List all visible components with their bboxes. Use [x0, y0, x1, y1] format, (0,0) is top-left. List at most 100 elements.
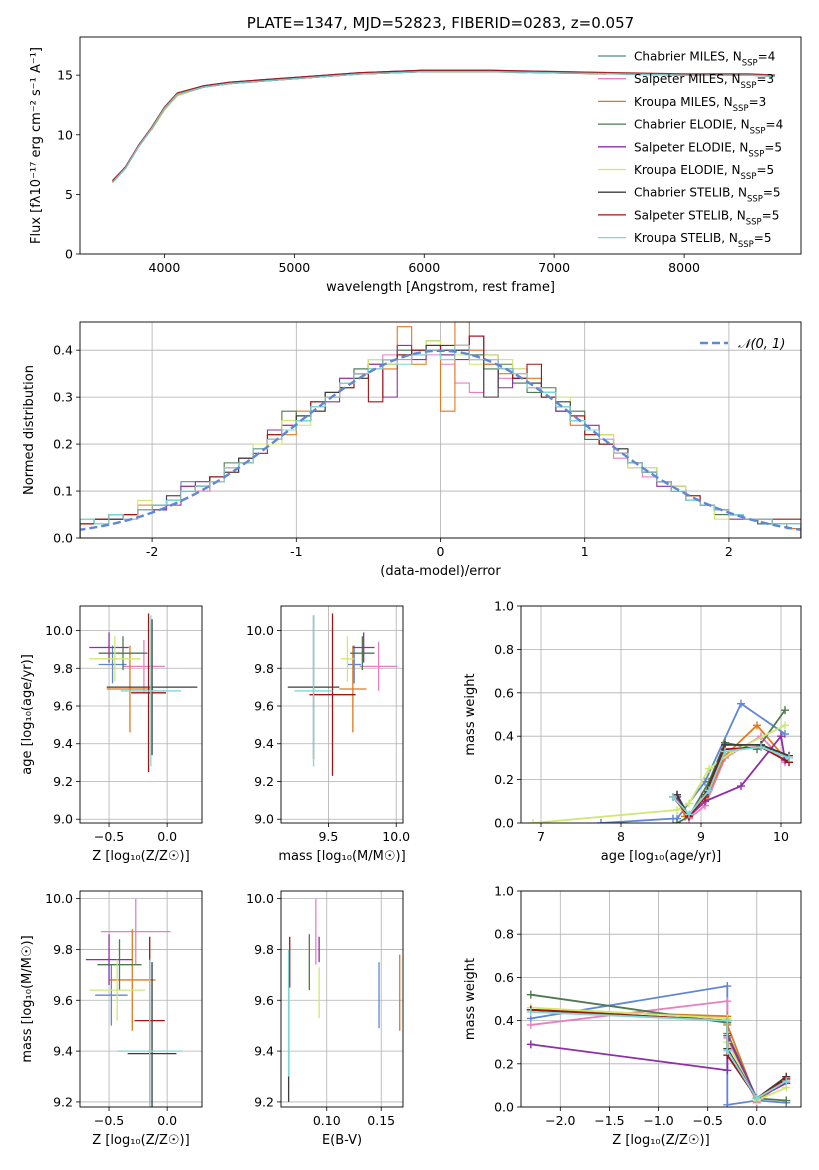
y-tick-label: 9.8: [53, 942, 73, 957]
weight-marker: [723, 1016, 732, 1025]
legend-label: Kroupa ELODIE, NSSP=5: [634, 163, 774, 182]
error-point: [339, 645, 367, 733]
y-tick-label: 9.2: [254, 774, 274, 789]
x-tick-label: 10: [773, 829, 789, 844]
panel-mass-vs-metallicity: −0.5 0.0 9.2 9.4 9.6 9.8 10.0 Z [log₁₀(Z/Z☉)] ma…: [20, 890, 203, 1148]
plot-area: [89, 613, 198, 773]
weight-marker: [526, 990, 535, 999]
x-tick-label: 5000: [278, 260, 310, 275]
x-tick-label: −2.0: [545, 1113, 575, 1128]
weight-marker: [685, 799, 693, 808]
x-tick-label: 0: [437, 544, 445, 559]
axes-frame: [79, 36, 802, 255]
y-tick-label: 0.6: [494, 970, 514, 985]
x-tick-label: −1.5: [594, 1113, 624, 1128]
error-point: [309, 613, 356, 776]
legend-subscript: SSP: [748, 149, 764, 159]
panel-residuals: -2 -1 0 1 2 0.0 0.1 0.2 0.3 0.4 (data-model)/error…: [22, 321, 802, 579]
grid: [521, 605, 801, 824]
axes-frame: [79, 605, 203, 824]
chart-title: PLATE=1347, MJD=52823, FIBERID=0283, z=0…: [247, 14, 634, 32]
y-axis-label: age [log₁₀(age/yr)]: [20, 654, 35, 775]
error-point: [89, 636, 141, 682]
error-point: [340, 636, 355, 682]
weight-marker: [781, 706, 789, 715]
weight-marker: [597, 819, 605, 823]
axes-frame: [79, 890, 203, 1108]
y-tick-label: 9.4: [53, 1044, 73, 1059]
y-tick-label: 10.0: [45, 891, 73, 906]
x-axis-label: E(B-V): [322, 1133, 362, 1148]
error-point: [352, 632, 375, 663]
weight-marker: [685, 810, 693, 819]
y-tick-label: 0.8: [494, 642, 514, 657]
error-point: [350, 636, 375, 671]
y-axis-label: mass weight: [463, 958, 478, 1040]
weight-marker: [723, 1046, 732, 1055]
x-tick-label: 9: [697, 829, 705, 844]
axes-frame: [79, 321, 802, 539]
error-point: [106, 645, 154, 733]
y-axis-label: mass weight: [463, 673, 478, 755]
x-tick-label: 4000: [149, 260, 181, 275]
y-tick-label: 0: [65, 247, 73, 262]
y-tick-label: 9.6: [254, 993, 274, 1008]
x-tick-label: 8: [617, 829, 625, 844]
spectrum-model-line: [111, 70, 607, 182]
x-tick-label: −0.5: [94, 829, 124, 844]
error-point: [120, 615, 182, 767]
axes-frame: [520, 605, 802, 824]
error-point: [117, 959, 183, 1107]
error-point: [131, 613, 166, 773]
x-tick-label: 1: [581, 544, 589, 559]
y-axis-label: Normed distribution: [22, 365, 37, 495]
axes-frame: [520, 890, 802, 1108]
x-tick-label: 10.0: [382, 829, 410, 844]
legend-label: Chabrier STELIB, NSSP=5: [634, 186, 781, 205]
x-axis-label: (data-model)/error: [380, 564, 501, 579]
weight-series: [669, 743, 793, 819]
legend-subscript: SSP: [747, 195, 763, 205]
y-tick-label: 0.0: [53, 531, 73, 546]
error-point: [127, 962, 177, 1107]
weight-marker: [705, 764, 713, 773]
x-tick-label: 0.0: [157, 829, 177, 844]
grid: [281, 606, 403, 823]
y-tick-label: 5: [65, 187, 73, 202]
panel-weight-vs-metallicity: −2.0 −1.5 −1.0 −0.5 0.0 0.0 0.2 0.4 0.6 0.8 1.0 Z […: [463, 884, 802, 1148]
y-tick-label: 0.1: [53, 484, 73, 499]
y-tick-label: 0.3: [53, 390, 73, 405]
weight-marker: [673, 805, 681, 814]
x-tick-label: 2: [725, 544, 733, 559]
weight-marker: [723, 1066, 732, 1075]
weight-marker: [777, 732, 785, 741]
weight-series: [529, 721, 789, 823]
weight-line: [672, 746, 790, 818]
y-tick-label: 9.8: [254, 942, 274, 957]
weight-marker: [673, 819, 681, 823]
weight-line: [672, 746, 790, 816]
y-tick-label: 15: [57, 68, 73, 83]
error-point: [106, 619, 198, 756]
y-tick-label: 0.6: [494, 685, 514, 700]
plot-area: [111, 69, 776, 183]
y-tick-label: 9.4: [254, 736, 274, 751]
weight-marker: [529, 819, 537, 823]
y-tick-label: 9.4: [53, 736, 73, 751]
x-tick-label: 0.10: [313, 1113, 341, 1128]
weight-line: [676, 743, 790, 819]
error-point: [89, 959, 146, 1021]
legend-subscript: SSP: [738, 240, 754, 250]
error-point: [98, 645, 127, 684]
weight-marker: [782, 1096, 791, 1105]
panel-weight-vs-age: 7 8 9 10 0.0 0.2 0.4 0.6 0.8 1.0 age [log₁₀(age/yr…: [463, 599, 802, 864]
plot-area: [85, 898, 183, 1107]
legend-subscript: SSP: [750, 127, 766, 137]
panel-age-vs-metallicity: −0.5 0.0 9.0 9.2 9.4 9.6 9.8 10.0 Z [log₁₀(Z/Z☉)…: [20, 605, 203, 864]
legend-subscript: SSP: [742, 59, 758, 69]
y-tick-label: 9.2: [53, 774, 73, 789]
x-tick-label: 7: [537, 829, 545, 844]
legend-subscript: SSP: [741, 172, 757, 182]
y-tick-label: 0.2: [53, 437, 73, 452]
